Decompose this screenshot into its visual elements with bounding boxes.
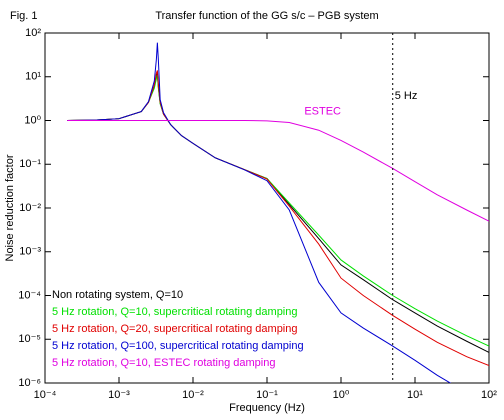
y-tick-label: 10⁻⁶ [18,377,41,389]
x-tick-label: 10⁻³ [108,389,130,401]
curve-label: ESTEC [304,105,341,117]
y-tick-label: 10⁻⁵ [18,333,41,345]
y-tick-label: 10⁻⁴ [18,289,41,301]
plot-area [67,42,489,383]
series-line [67,120,489,222]
series-line [67,42,452,383]
x-tick-label: 10⁻² [182,389,204,401]
reference-label: 5 Hz [395,90,418,102]
legend-entry: Non rotating system, Q=10 [52,289,183,301]
legend-entry: 5 Hz rotation, Q=100, supercritical rota… [52,340,304,352]
y-tick-label: 10⁰ [24,114,41,126]
chart-title: Transfer function of the GG s/c – PGB sy… [155,10,378,22]
x-tick-label: 10⁻⁴ [34,389,57,401]
y-tick-label: 10¹ [25,71,41,83]
y-tick-label: 10⁻³ [19,246,41,258]
y-axis-label: Noise reduction factor [4,154,16,261]
legend-entry: 5 Hz rotation, Q=10, ESTEC rotating damp… [52,357,275,369]
x-tick-label: 10² [481,389,497,401]
y-tick-label: 10² [25,27,41,39]
x-tick-label: 10¹ [407,389,423,401]
x-axis-label: Frequency (Hz) [229,402,305,414]
x-tick-label: 10⁻¹ [256,389,278,401]
y-tick-label: 10⁻¹ [19,158,41,170]
y-tick-label: 10⁻² [19,202,41,214]
legend-entry: 5 Hz rotation, Q=10, supercritical rotat… [52,306,298,318]
figure-label: Fig. 1 [10,10,38,22]
legend-entry: 5 Hz rotation, Q=20, supercritical rotat… [52,323,298,335]
x-tick-label: 10⁰ [333,389,350,401]
